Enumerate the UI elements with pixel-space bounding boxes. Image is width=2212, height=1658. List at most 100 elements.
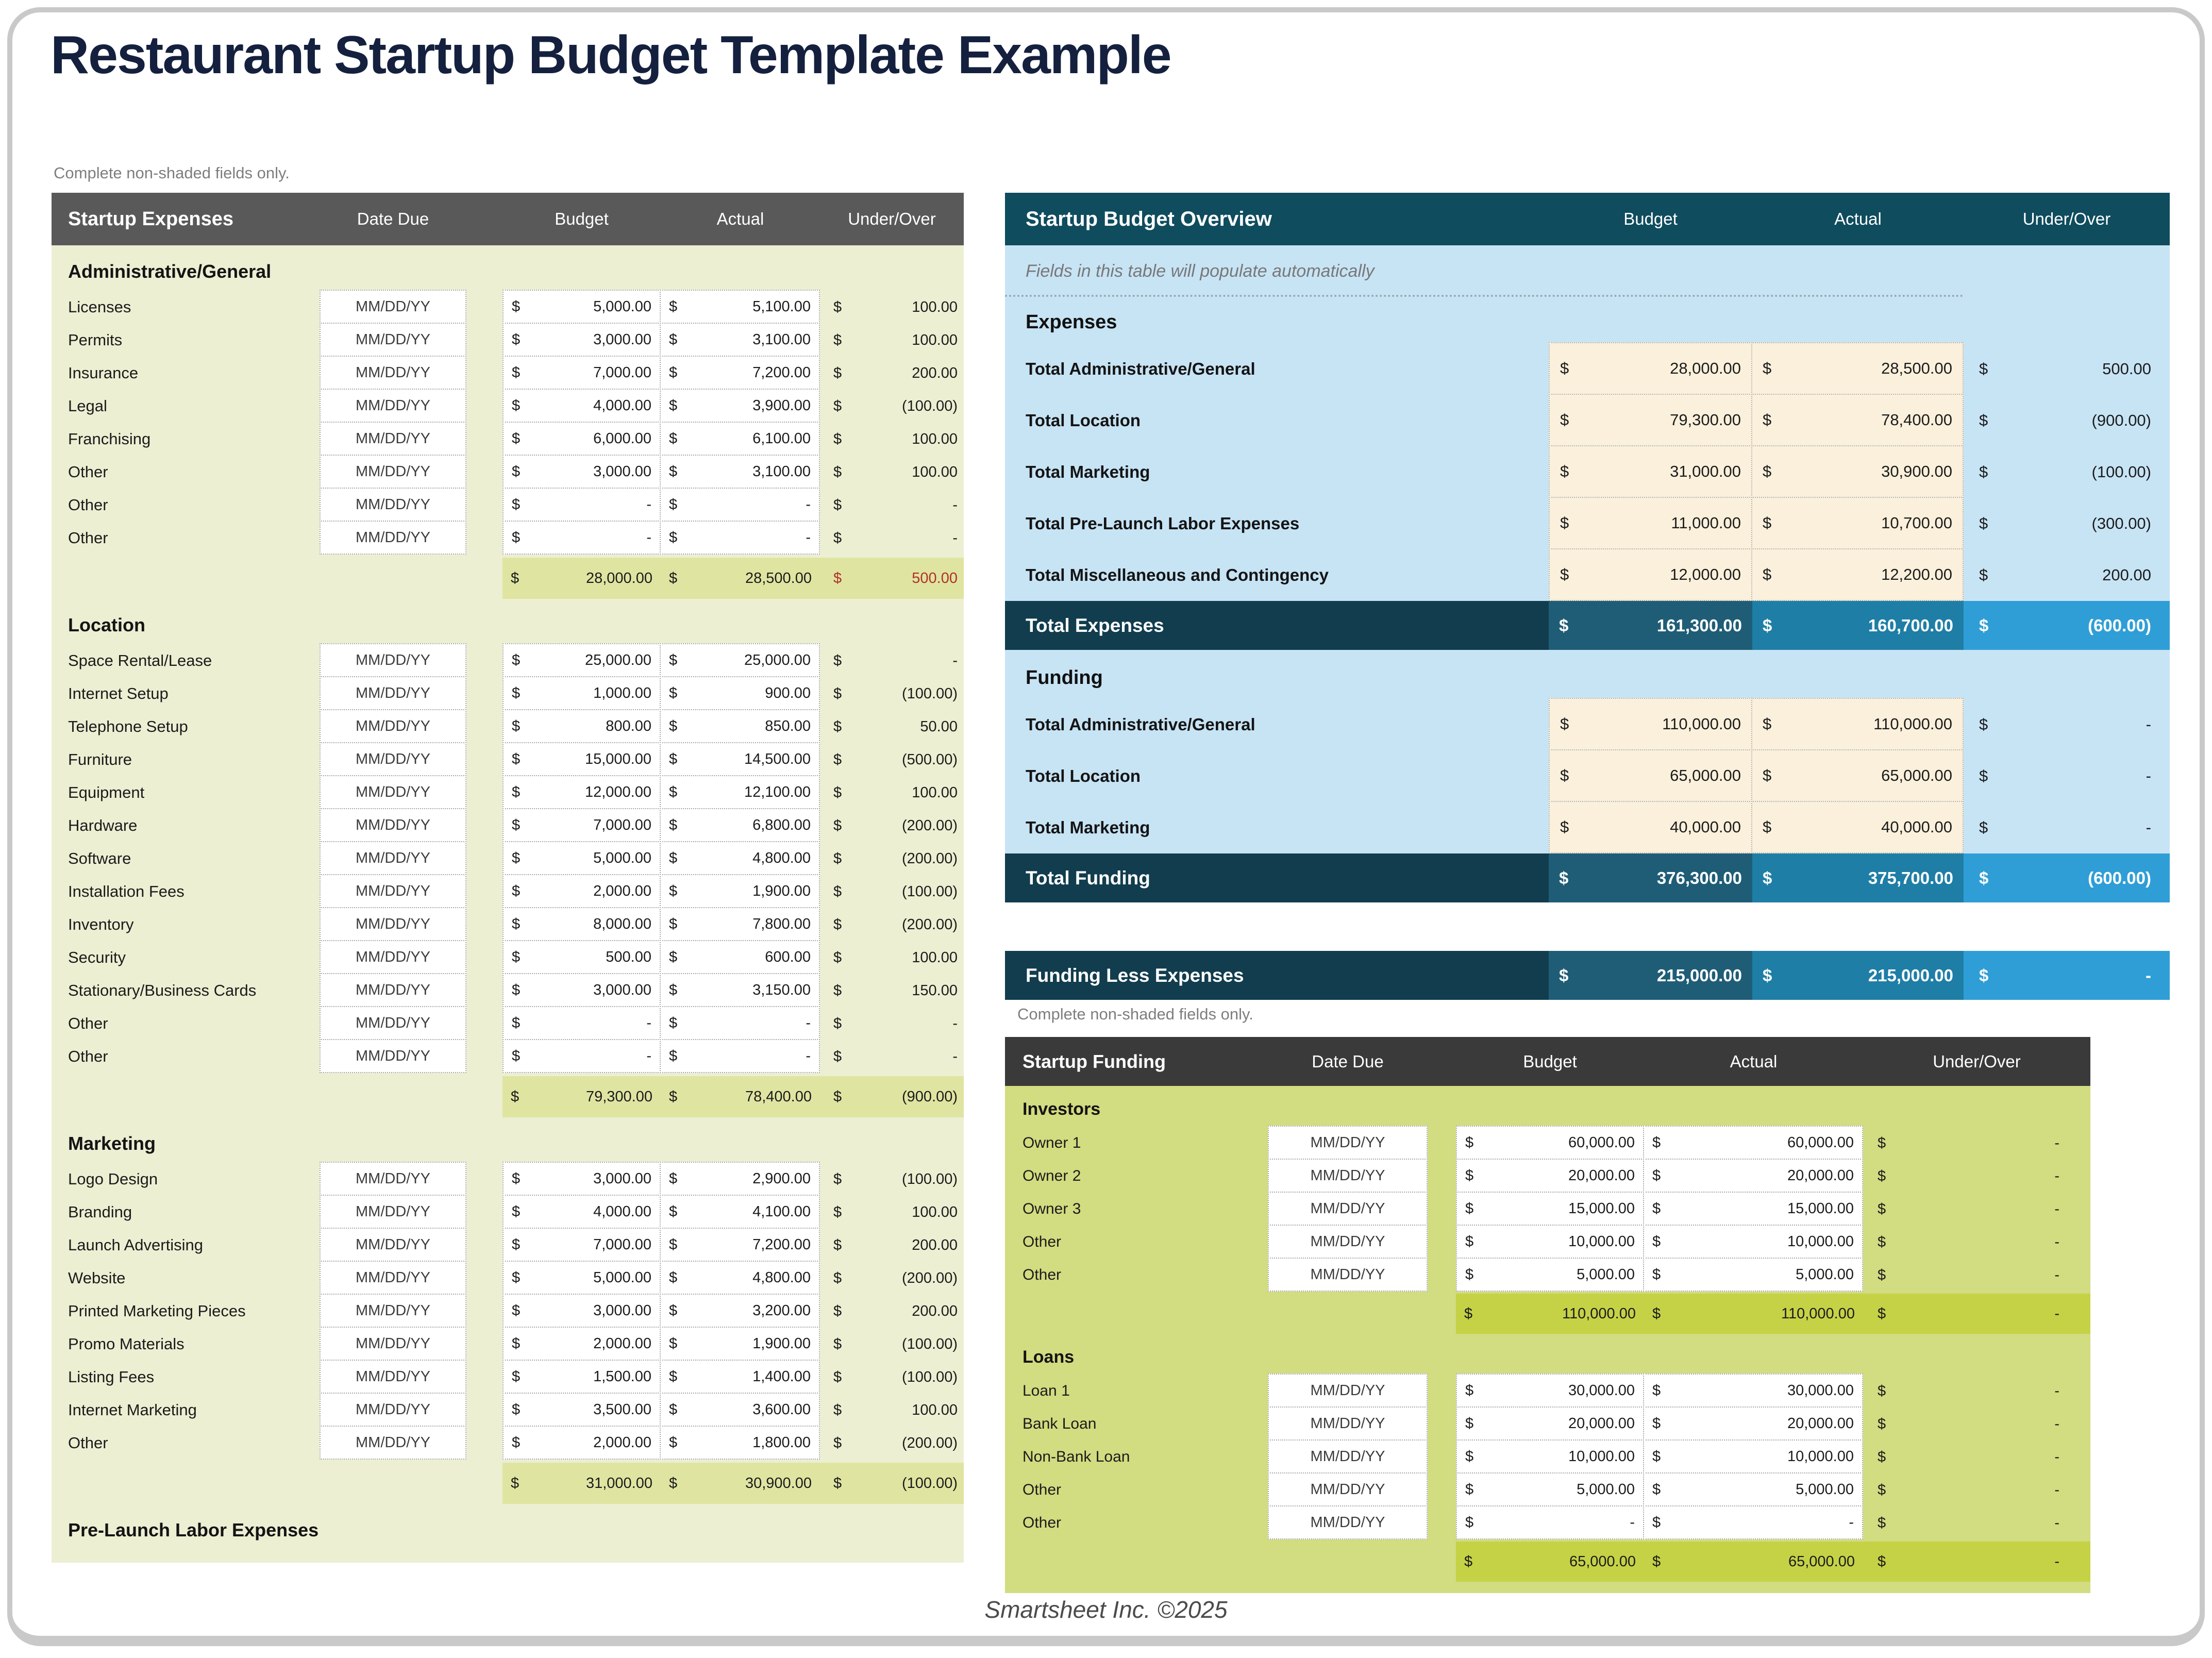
budget-input[interactable]: $12,000.00 bbox=[502, 775, 661, 809]
date-due-input[interactable]: MM/DD/YY bbox=[320, 742, 466, 776]
date-due-input[interactable]: MM/DD/YY bbox=[320, 1039, 466, 1073]
budget-input[interactable]: $5,000.00 bbox=[502, 841, 661, 875]
date-due-input[interactable]: MM/DD/YY bbox=[320, 709, 466, 743]
budget-input[interactable]: $3,500.00 bbox=[502, 1393, 661, 1427]
budget-input[interactable]: $8,000.00 bbox=[502, 907, 661, 941]
actual-input[interactable]: $5,000.00 bbox=[1643, 1472, 1863, 1506]
date-due-input[interactable]: MM/DD/YY bbox=[1268, 1225, 1428, 1259]
date-due-input[interactable]: MM/DD/YY bbox=[320, 775, 466, 809]
actual-input[interactable]: $ - bbox=[660, 1006, 820, 1040]
date-due-input[interactable]: MM/DD/YY bbox=[320, 973, 466, 1007]
budget-input[interactable]: $60,000.00 bbox=[1456, 1126, 1644, 1160]
actual-input[interactable]: $30,000.00 bbox=[1643, 1374, 1863, 1408]
budget-input[interactable]: $ - bbox=[1456, 1505, 1644, 1539]
actual-input[interactable]: $900.00 bbox=[660, 676, 820, 710]
budget-input[interactable]: $7,000.00 bbox=[502, 808, 661, 842]
actual-input[interactable]: $10,000.00 bbox=[1643, 1439, 1863, 1473]
actual-input[interactable]: $3,600.00 bbox=[660, 1393, 820, 1427]
budget-input[interactable]: $1,500.00 bbox=[502, 1360, 661, 1394]
actual-input[interactable]: $ - bbox=[660, 521, 820, 555]
budget-input[interactable]: $2,000.00 bbox=[502, 1327, 661, 1361]
date-due-input[interactable]: MM/DD/YY bbox=[320, 455, 466, 489]
date-due-input[interactable]: MM/DD/YY bbox=[320, 1162, 466, 1196]
actual-input[interactable]: $850.00 bbox=[660, 709, 820, 743]
budget-input[interactable]: $2,000.00 bbox=[502, 1426, 661, 1460]
actual-input[interactable]: $60,000.00 bbox=[1643, 1126, 1863, 1160]
actual-input[interactable]: $7,200.00 bbox=[660, 1228, 820, 1262]
budget-input[interactable]: $1,000.00 bbox=[502, 676, 661, 710]
actual-input[interactable]: $ - bbox=[660, 1039, 820, 1073]
date-due-input[interactable]: MM/DD/YY bbox=[320, 1195, 466, 1229]
actual-input[interactable]: $25,000.00 bbox=[660, 643, 820, 677]
actual-input[interactable]: $3,100.00 bbox=[660, 455, 820, 489]
date-due-input[interactable]: MM/DD/YY bbox=[320, 643, 466, 677]
budget-input[interactable]: $25,000.00 bbox=[502, 643, 661, 677]
actual-input[interactable]: $4,800.00 bbox=[660, 841, 820, 875]
date-due-input[interactable]: MM/DD/YY bbox=[320, 1006, 466, 1040]
date-due-input[interactable]: MM/DD/YY bbox=[1268, 1505, 1428, 1539]
actual-input[interactable]: $6,800.00 bbox=[660, 808, 820, 842]
date-due-input[interactable]: MM/DD/YY bbox=[320, 874, 466, 908]
actual-input[interactable]: $3,900.00 bbox=[660, 389, 820, 423]
date-due-input[interactable]: MM/DD/YY bbox=[320, 323, 466, 357]
actual-input[interactable]: $1,900.00 bbox=[660, 1327, 820, 1361]
budget-input[interactable]: $30,000.00 bbox=[1456, 1374, 1644, 1408]
budget-input[interactable]: $5,000.00 bbox=[1456, 1472, 1644, 1506]
actual-input[interactable]: $3,200.00 bbox=[660, 1294, 820, 1328]
date-due-input[interactable]: MM/DD/YY bbox=[320, 356, 466, 390]
budget-input[interactable]: $5,000.00 bbox=[502, 290, 661, 324]
actual-input[interactable]: $4,100.00 bbox=[660, 1195, 820, 1229]
date-due-input[interactable]: MM/DD/YY bbox=[320, 676, 466, 710]
date-due-input[interactable]: MM/DD/YY bbox=[1268, 1472, 1428, 1506]
actual-input[interactable]: $7,800.00 bbox=[660, 907, 820, 941]
actual-input[interactable]: $600.00 bbox=[660, 940, 820, 974]
date-due-input[interactable]: MM/DD/YY bbox=[320, 907, 466, 941]
budget-input[interactable]: $10,000.00 bbox=[1456, 1225, 1644, 1259]
budget-input[interactable]: $800.00 bbox=[502, 709, 661, 743]
actual-input[interactable]: $4,800.00 bbox=[660, 1261, 820, 1295]
budget-input[interactable]: $2,000.00 bbox=[502, 874, 661, 908]
actual-input[interactable]: $3,100.00 bbox=[660, 323, 820, 357]
budget-input[interactable]: $10,000.00 bbox=[1456, 1439, 1644, 1473]
date-due-input[interactable]: MM/DD/YY bbox=[320, 940, 466, 974]
budget-input[interactable]: $7,000.00 bbox=[502, 356, 661, 390]
budget-input[interactable]: $ - bbox=[502, 1039, 661, 1073]
budget-input[interactable]: $3,000.00 bbox=[502, 973, 661, 1007]
date-due-input[interactable]: MM/DD/YY bbox=[320, 521, 466, 555]
date-due-input[interactable]: MM/DD/YY bbox=[320, 1261, 466, 1295]
date-due-input[interactable]: MM/DD/YY bbox=[320, 389, 466, 423]
date-due-input[interactable]: MM/DD/YY bbox=[1268, 1159, 1428, 1193]
budget-input[interactable]: $3,000.00 bbox=[502, 455, 661, 489]
actual-input[interactable]: $2,900.00 bbox=[660, 1162, 820, 1196]
budget-input[interactable]: $7,000.00 bbox=[502, 1228, 661, 1262]
actual-input[interactable]: $20,000.00 bbox=[1643, 1159, 1863, 1193]
budget-input[interactable]: $5,000.00 bbox=[502, 1261, 661, 1295]
date-due-input[interactable]: MM/DD/YY bbox=[320, 1228, 466, 1262]
actual-input[interactable]: $ - bbox=[1643, 1505, 1863, 1539]
actual-input[interactable]: $5,100.00 bbox=[660, 290, 820, 324]
date-due-input[interactable]: MM/DD/YY bbox=[320, 1294, 466, 1328]
date-due-input[interactable]: MM/DD/YY bbox=[320, 1360, 466, 1394]
actual-input[interactable]: $12,100.00 bbox=[660, 775, 820, 809]
actual-input[interactable]: $ - bbox=[660, 488, 820, 522]
budget-input[interactable]: $15,000.00 bbox=[1456, 1192, 1644, 1226]
actual-input[interactable]: $6,100.00 bbox=[660, 422, 820, 456]
actual-input[interactable]: $1,400.00 bbox=[660, 1360, 820, 1394]
date-due-input[interactable]: MM/DD/YY bbox=[320, 290, 466, 324]
budget-input[interactable]: $ - bbox=[502, 521, 661, 555]
actual-input[interactable]: $1,900.00 bbox=[660, 874, 820, 908]
budget-input[interactable]: $4,000.00 bbox=[502, 389, 661, 423]
date-due-input[interactable]: MM/DD/YY bbox=[1268, 1192, 1428, 1226]
budget-input[interactable]: $5,000.00 bbox=[1456, 1258, 1644, 1292]
actual-input[interactable]: $20,000.00 bbox=[1643, 1406, 1863, 1441]
budget-input[interactable]: $ - bbox=[502, 488, 661, 522]
budget-input[interactable]: $3,000.00 bbox=[502, 1162, 661, 1196]
actual-input[interactable]: $7,200.00 bbox=[660, 356, 820, 390]
date-due-input[interactable]: MM/DD/YY bbox=[1268, 1126, 1428, 1160]
date-due-input[interactable]: MM/DD/YY bbox=[1268, 1406, 1428, 1441]
date-due-input[interactable]: MM/DD/YY bbox=[320, 808, 466, 842]
budget-input[interactable]: $4,000.00 bbox=[502, 1195, 661, 1229]
date-due-input[interactable]: MM/DD/YY bbox=[1268, 1258, 1428, 1292]
actual-input[interactable]: $14,500.00 bbox=[660, 742, 820, 776]
date-due-input[interactable]: MM/DD/YY bbox=[320, 422, 466, 456]
